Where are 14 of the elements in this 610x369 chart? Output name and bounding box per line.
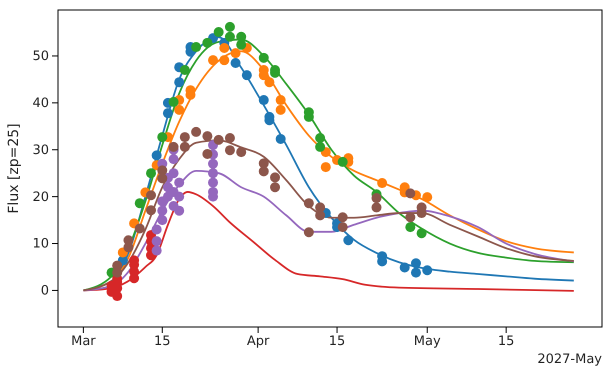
x-tick-label: 15 [154,334,171,350]
text: 2027-May [537,352,602,367]
y-tick-label: 50 [32,49,49,64]
x-tick-label: Mar [71,334,96,350]
y-tick-label: 10 [32,236,49,252]
y-tick-label: 30 [32,142,49,158]
y-tick-label: 20 [32,190,49,205]
x-tick-label: 15 [498,334,514,350]
x-tick-label: May [414,334,441,350]
y-axis-title: Flux [zp=25] [6,123,22,214]
x-tick-label: Apr [246,334,270,350]
y-tick-label: 40 [32,96,49,112]
y-tick-label: 0 [40,284,49,299]
x-tick-label: 15 [328,334,346,350]
